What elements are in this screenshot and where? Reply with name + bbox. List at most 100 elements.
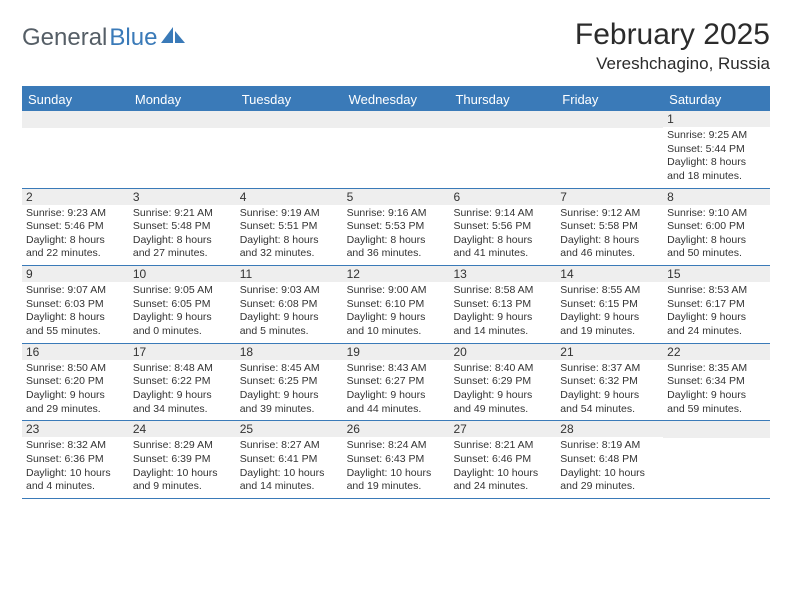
day-cell: 2Sunrise: 9:23 AMSunset: 5:46 PMDaylight…	[22, 189, 129, 266]
header: General Blue February 2025 Vereshchagino…	[22, 18, 770, 74]
day-data: Sunrise: 8:24 AMSunset: 6:43 PMDaylight:…	[343, 437, 450, 498]
day-data: Sunrise: 8:35 AMSunset: 6:34 PMDaylight:…	[663, 360, 770, 421]
day-data: Sunrise: 8:43 AMSunset: 6:27 PMDaylight:…	[343, 360, 450, 421]
day-number: 24	[129, 421, 236, 437]
day-data: Sunrise: 9:23 AMSunset: 5:46 PMDaylight:…	[22, 205, 129, 266]
day-cell: 10Sunrise: 9:05 AMSunset: 6:05 PMDayligh…	[129, 266, 236, 343]
week-row: 16Sunrise: 8:50 AMSunset: 6:20 PMDayligh…	[22, 344, 770, 422]
day-cell: 28Sunrise: 8:19 AMSunset: 6:48 PMDayligh…	[556, 421, 663, 498]
day-cell: 17Sunrise: 8:48 AMSunset: 6:22 PMDayligh…	[129, 344, 236, 421]
day-data: Sunrise: 9:07 AMSunset: 6:03 PMDaylight:…	[22, 282, 129, 343]
week-row: 23Sunrise: 8:32 AMSunset: 6:36 PMDayligh…	[22, 421, 770, 499]
day-number: 4	[236, 189, 343, 205]
logo-sail-icon	[161, 25, 187, 50]
weekday-row: SundayMondayTuesdayWednesdayThursdayFrid…	[22, 88, 770, 111]
day-number	[556, 111, 663, 128]
day-number: 20	[449, 344, 556, 360]
day-number: 26	[343, 421, 450, 437]
day-number: 2	[22, 189, 129, 205]
day-number: 28	[556, 421, 663, 437]
day-data: Sunrise: 9:12 AMSunset: 5:58 PMDaylight:…	[556, 205, 663, 266]
day-cell	[236, 111, 343, 188]
day-cell: 19Sunrise: 8:43 AMSunset: 6:27 PMDayligh…	[343, 344, 450, 421]
logo-text-gray: General	[22, 24, 107, 52]
day-data: Sunrise: 9:19 AMSunset: 5:51 PMDaylight:…	[236, 205, 343, 266]
day-data: Sunrise: 9:05 AMSunset: 6:05 PMDaylight:…	[129, 282, 236, 343]
week-row: 9Sunrise: 9:07 AMSunset: 6:03 PMDaylight…	[22, 266, 770, 344]
day-cell: 18Sunrise: 8:45 AMSunset: 6:25 PMDayligh…	[236, 344, 343, 421]
week-row: 2Sunrise: 9:23 AMSunset: 5:46 PMDaylight…	[22, 189, 770, 267]
day-cell: 12Sunrise: 9:00 AMSunset: 6:10 PMDayligh…	[343, 266, 450, 343]
day-cell: 13Sunrise: 8:58 AMSunset: 6:13 PMDayligh…	[449, 266, 556, 343]
day-cell: 6Sunrise: 9:14 AMSunset: 5:56 PMDaylight…	[449, 189, 556, 266]
weekday-label: Wednesday	[343, 88, 450, 111]
day-cell: 26Sunrise: 8:24 AMSunset: 6:43 PMDayligh…	[343, 421, 450, 498]
week-row: 1Sunrise: 9:25 AMSunset: 5:44 PMDaylight…	[22, 111, 770, 189]
day-data: Sunrise: 9:10 AMSunset: 6:00 PMDaylight:…	[663, 205, 770, 266]
weekday-label: Tuesday	[236, 88, 343, 111]
day-cell: 22Sunrise: 8:35 AMSunset: 6:34 PMDayligh…	[663, 344, 770, 421]
day-cell: 1Sunrise: 9:25 AMSunset: 5:44 PMDaylight…	[663, 111, 770, 188]
day-cell	[449, 111, 556, 188]
day-number: 14	[556, 266, 663, 282]
day-number: 17	[129, 344, 236, 360]
day-cell: 4Sunrise: 9:19 AMSunset: 5:51 PMDaylight…	[236, 189, 343, 266]
day-number: 27	[449, 421, 556, 437]
day-number: 9	[22, 266, 129, 282]
day-cell: 27Sunrise: 8:21 AMSunset: 6:46 PMDayligh…	[449, 421, 556, 498]
day-number	[449, 111, 556, 128]
day-data: Sunrise: 9:14 AMSunset: 5:56 PMDaylight:…	[449, 205, 556, 266]
day-cell: 7Sunrise: 9:12 AMSunset: 5:58 PMDaylight…	[556, 189, 663, 266]
day-data: Sunrise: 8:58 AMSunset: 6:13 PMDaylight:…	[449, 282, 556, 343]
weekday-label: Sunday	[22, 88, 129, 111]
day-number: 5	[343, 189, 450, 205]
day-data: Sunrise: 9:25 AMSunset: 5:44 PMDaylight:…	[663, 127, 770, 188]
day-cell: 25Sunrise: 8:27 AMSunset: 6:41 PMDayligh…	[236, 421, 343, 498]
day-cell	[343, 111, 450, 188]
day-number	[663, 421, 770, 438]
day-data: Sunrise: 9:03 AMSunset: 6:08 PMDaylight:…	[236, 282, 343, 343]
day-data: Sunrise: 8:53 AMSunset: 6:17 PMDaylight:…	[663, 282, 770, 343]
weekday-label: Saturday	[663, 88, 770, 111]
day-cell: 11Sunrise: 9:03 AMSunset: 6:08 PMDayligh…	[236, 266, 343, 343]
day-number	[22, 111, 129, 128]
day-data: Sunrise: 8:50 AMSunset: 6:20 PMDaylight:…	[22, 360, 129, 421]
day-cell: 24Sunrise: 8:29 AMSunset: 6:39 PMDayligh…	[129, 421, 236, 498]
day-number: 25	[236, 421, 343, 437]
day-data: Sunrise: 9:00 AMSunset: 6:10 PMDaylight:…	[343, 282, 450, 343]
day-number	[236, 111, 343, 128]
day-cell: 3Sunrise: 9:21 AMSunset: 5:48 PMDaylight…	[129, 189, 236, 266]
day-number: 21	[556, 344, 663, 360]
day-number: 16	[22, 344, 129, 360]
day-number: 11	[236, 266, 343, 282]
day-data: Sunrise: 8:32 AMSunset: 6:36 PMDaylight:…	[22, 437, 129, 498]
weekday-label: Friday	[556, 88, 663, 111]
day-cell	[556, 111, 663, 188]
day-cell: 5Sunrise: 9:16 AMSunset: 5:53 PMDaylight…	[343, 189, 450, 266]
day-number	[129, 111, 236, 128]
logo: General Blue	[22, 24, 187, 52]
day-cell: 14Sunrise: 8:55 AMSunset: 6:15 PMDayligh…	[556, 266, 663, 343]
location: Vereshchagino, Russia	[575, 54, 770, 74]
logo-text-blue: Blue	[109, 24, 157, 52]
day-data: Sunrise: 9:16 AMSunset: 5:53 PMDaylight:…	[343, 205, 450, 266]
day-number: 3	[129, 189, 236, 205]
day-cell: 23Sunrise: 8:32 AMSunset: 6:36 PMDayligh…	[22, 421, 129, 498]
day-data: Sunrise: 8:21 AMSunset: 6:46 PMDaylight:…	[449, 437, 556, 498]
day-cell: 16Sunrise: 8:50 AMSunset: 6:20 PMDayligh…	[22, 344, 129, 421]
day-cell	[22, 111, 129, 188]
day-number: 22	[663, 344, 770, 360]
day-number: 8	[663, 189, 770, 205]
weeks-container: 1Sunrise: 9:25 AMSunset: 5:44 PMDaylight…	[22, 111, 770, 499]
day-cell: 20Sunrise: 8:40 AMSunset: 6:29 PMDayligh…	[449, 344, 556, 421]
day-data: Sunrise: 8:55 AMSunset: 6:15 PMDaylight:…	[556, 282, 663, 343]
day-number: 1	[663, 111, 770, 127]
day-number: 19	[343, 344, 450, 360]
day-number: 6	[449, 189, 556, 205]
weekday-label: Monday	[129, 88, 236, 111]
day-data: Sunrise: 8:19 AMSunset: 6:48 PMDaylight:…	[556, 437, 663, 498]
month-title: February 2025	[575, 18, 770, 52]
day-number: 12	[343, 266, 450, 282]
day-data: Sunrise: 8:37 AMSunset: 6:32 PMDaylight:…	[556, 360, 663, 421]
day-data: Sunrise: 8:27 AMSunset: 6:41 PMDaylight:…	[236, 437, 343, 498]
